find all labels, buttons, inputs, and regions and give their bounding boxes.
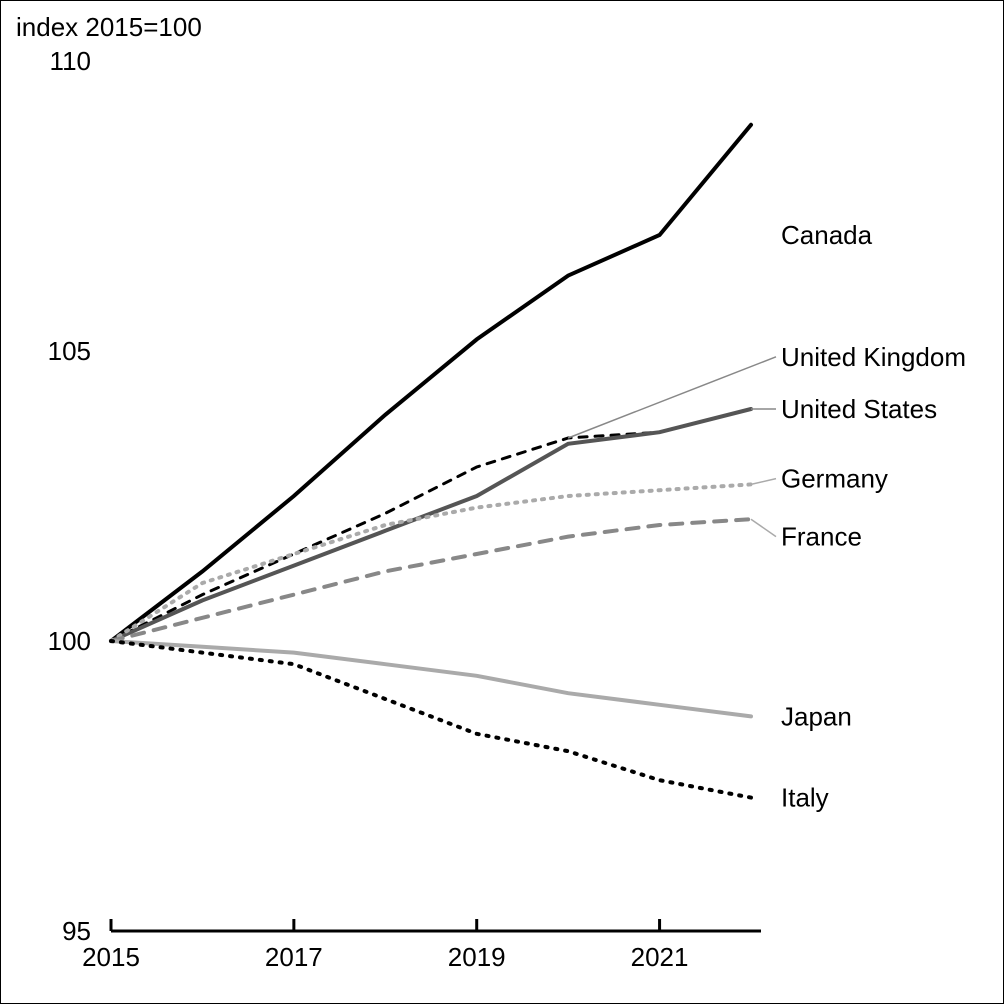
y-tick-label: 100 bbox=[48, 626, 91, 656]
chart-container: index 2015=10095100105110201520172019202… bbox=[0, 0, 1004, 1004]
x-tick-label: 2017 bbox=[265, 942, 323, 972]
leader-line bbox=[751, 479, 776, 485]
y-tick-label: 110 bbox=[50, 46, 91, 76]
leader-line bbox=[751, 519, 776, 536]
x-tick-label: 2021 bbox=[631, 942, 689, 972]
series-line-italy bbox=[111, 641, 751, 798]
series-label-united-kingdom: United Kingdom bbox=[781, 342, 966, 372]
series-label-united-states: United States bbox=[781, 394, 937, 424]
series-label-france: France bbox=[781, 522, 862, 552]
line-chart: index 2015=10095100105110201520172019202… bbox=[1, 1, 1004, 1005]
chart-subtitle: index 2015=100 bbox=[16, 12, 202, 42]
series-line-japan bbox=[111, 641, 751, 716]
leader-line bbox=[568, 357, 776, 438]
x-tick-label: 2019 bbox=[448, 942, 506, 972]
series-label-germany: Germany bbox=[781, 464, 888, 494]
series-label-italy: Italy bbox=[781, 783, 829, 813]
series-label-canada: Canada bbox=[781, 220, 873, 250]
series-label-japan: Japan bbox=[781, 701, 852, 731]
y-tick-label: 105 bbox=[48, 336, 91, 366]
x-tick-label: 2015 bbox=[82, 942, 140, 972]
series-line-france bbox=[111, 519, 751, 641]
